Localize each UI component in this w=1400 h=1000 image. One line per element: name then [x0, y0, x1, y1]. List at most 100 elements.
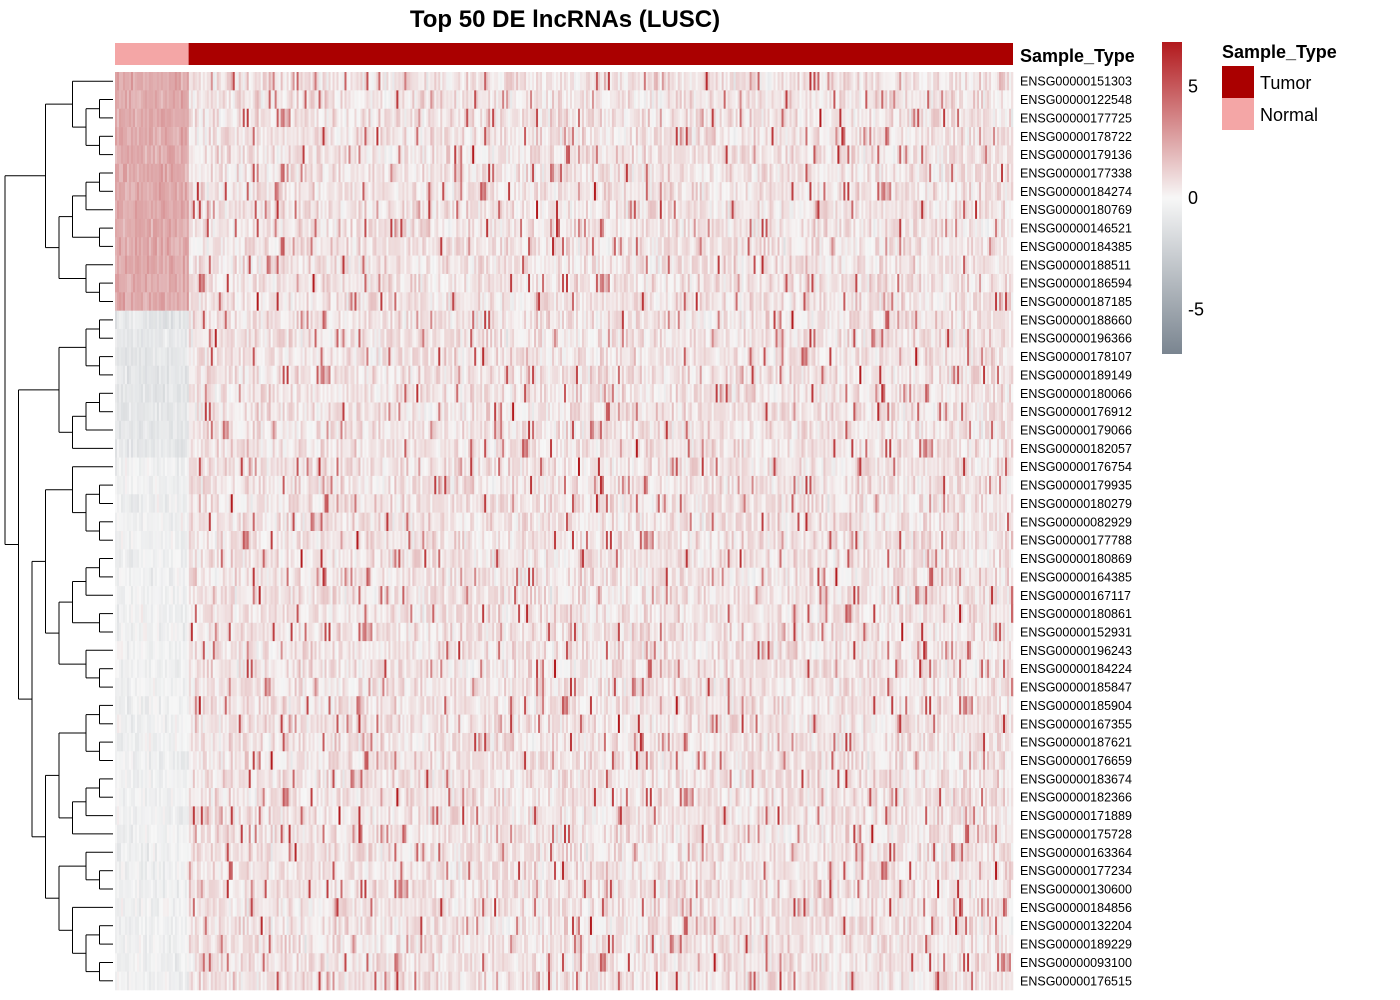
- heatmap-cell: [737, 255, 740, 275]
- heatmap-cell: [512, 182, 515, 201]
- heatmap-cell: [773, 145, 776, 165]
- heatmap-cell: [951, 108, 954, 128]
- heatmap-cell: [494, 218, 497, 238]
- heatmap-cell: [516, 218, 519, 238]
- heatmap-cell: [316, 218, 319, 238]
- heatmap-cell: [244, 90, 248, 110]
- heatmap-cell: [991, 90, 994, 110]
- heatmap-cell: [214, 72, 218, 91]
- heatmap-cell: [480, 108, 483, 128]
- heatmap-cell: [905, 237, 908, 256]
- heatmap-cell: [394, 255, 397, 275]
- heatmap-cell: [206, 90, 210, 110]
- heatmap-cell: [965, 182, 968, 201]
- heatmap-cell: [190, 163, 194, 183]
- heatmap-cell: [905, 218, 908, 238]
- heatmap-cell: [695, 218, 699, 238]
- heatmap-cell: [400, 145, 403, 165]
- heatmap-cell: [797, 145, 800, 165]
- heatmap-cell: [438, 90, 441, 110]
- heatmap-cell: [765, 145, 768, 165]
- heatmap-cell: [450, 108, 453, 128]
- heatmap-cell: [857, 255, 860, 275]
- heatmap-cell: [476, 72, 479, 91]
- heatmap-cell: [921, 163, 924, 183]
- heatmap-cell: [296, 90, 299, 110]
- heatmap-cell: [669, 127, 673, 146]
- heatmap-cell: [755, 182, 758, 201]
- heatmap-cell: [849, 90, 852, 110]
- heatmap-cell: [210, 90, 214, 110]
- heatmap-cell: [817, 90, 820, 110]
- heatmap-cell: [755, 200, 758, 220]
- heatmap-cell: [967, 108, 970, 128]
- heatmap-cell: [332, 127, 335, 146]
- heatmap-cell: [881, 127, 884, 146]
- heatmap-cell: [144, 182, 148, 201]
- heatmap-cell: [266, 218, 269, 238]
- heatmap-cell: [360, 72, 363, 91]
- heatmap-cell: [370, 72, 373, 91]
- heatmap-cell: [755, 255, 758, 275]
- heatmap-cell: [136, 127, 140, 146]
- heatmap-cell: [178, 72, 182, 91]
- heatmap-cell: [577, 145, 581, 165]
- heatmap-cell: [354, 108, 357, 128]
- heatmap-cell: [779, 72, 782, 91]
- heatmap-cell: [981, 145, 984, 165]
- heatmap-cell: [400, 108, 403, 128]
- heatmap-cell: [839, 108, 842, 128]
- heatmap-cell: [993, 255, 996, 275]
- heatmap-cell: [374, 72, 377, 91]
- heatmap-cell: [737, 145, 740, 165]
- heatmap-cell: [685, 182, 689, 201]
- heatmap-cell: [180, 163, 184, 183]
- heatmap-cell: [238, 108, 242, 128]
- heatmap-cell: [675, 90, 679, 110]
- heatmap-cell: [400, 237, 403, 256]
- heatmap-cell: [659, 200, 663, 220]
- heatmap-cell: [448, 72, 451, 91]
- heatmap-cell: [438, 163, 441, 183]
- heatmap-cell: [462, 182, 465, 201]
- heatmap-cell: [144, 273, 148, 293]
- heatmap-cell: [883, 90, 886, 110]
- heatmap-cell: [663, 145, 667, 165]
- heatmap-cell: [927, 237, 930, 256]
- heatmap-cell: [472, 90, 475, 110]
- heatmap-cell: [466, 145, 469, 165]
- heatmap-cell: [280, 200, 283, 220]
- heatmap-cell: [893, 182, 896, 201]
- heatmap-cell: [829, 127, 832, 146]
- heatmap-cell: [879, 200, 882, 220]
- heatmap-cell: [729, 145, 732, 165]
- heatmap-cell: [931, 90, 934, 110]
- heatmap-cell: [366, 145, 369, 165]
- heatmap-cell: [244, 255, 248, 275]
- heatmap-cell: [342, 108, 345, 128]
- heatmap-cell: [272, 145, 275, 165]
- heatmap-cell: [308, 127, 311, 146]
- heatmap-cell: [250, 127, 253, 146]
- heatmap-cell: [781, 72, 784, 91]
- heatmap-cell: [685, 108, 689, 128]
- heatmap-cell: [1011, 108, 1014, 128]
- heatmap-cell: [280, 127, 283, 146]
- heatmap-cell: [947, 200, 950, 220]
- heatmap-cell: [929, 72, 932, 91]
- heatmap-cell: [605, 108, 609, 128]
- heatmap-cell: [294, 72, 297, 91]
- heatmap-cell: [651, 182, 655, 201]
- heatmap-cell: [280, 90, 283, 110]
- heatmap-cell: [707, 218, 710, 238]
- heatmap-cell: [615, 163, 619, 183]
- heatmap-cell: [274, 218, 277, 238]
- heatmap-cell: [280, 237, 283, 256]
- heatmap-cell: [667, 200, 671, 220]
- heatmap-cell: [358, 218, 361, 238]
- heatmap-cell: [729, 255, 732, 275]
- heatmap-cell: [651, 108, 655, 128]
- heatmap-cell: [969, 108, 972, 128]
- heatmap-cell: [815, 200, 818, 220]
- heatmap-cell: [188, 200, 192, 220]
